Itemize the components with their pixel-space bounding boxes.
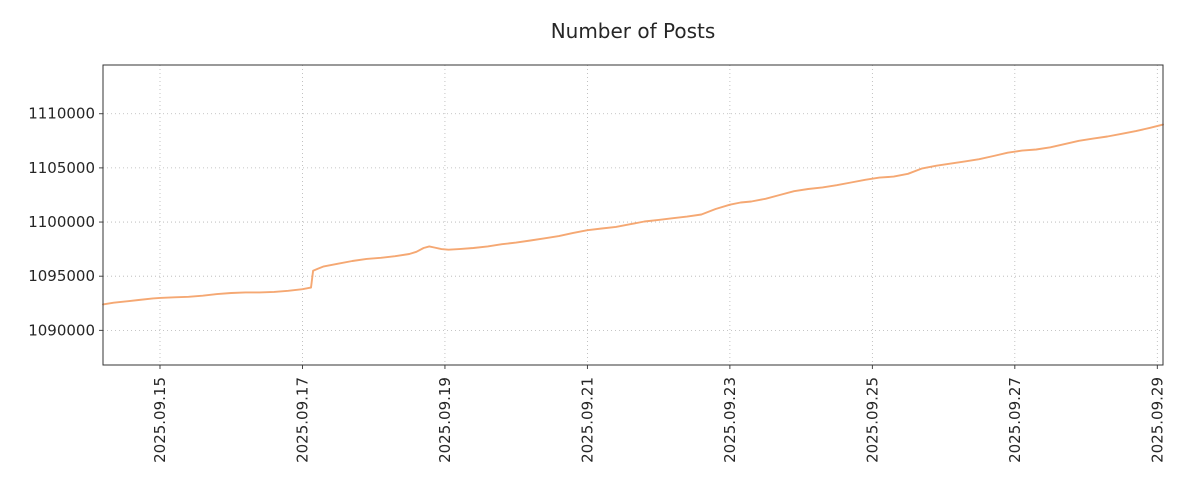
y-tick-label: 1110000 [28, 105, 95, 123]
axes-ticks-labels: 2025.09.15 2025.09.17 2025.09.19 2025.09.21… [28, 105, 1166, 463]
x-tick-label: 2025.09.19 [436, 377, 454, 463]
x-tick-label: 2025.09.27 [1006, 377, 1024, 463]
x-tick-label: 2025.09.21 [578, 377, 596, 463]
y-tick-label: 1100000 [28, 213, 95, 231]
x-tick-label: 2025.09.15 [151, 377, 169, 463]
grid-lines [103, 65, 1163, 365]
plot-border [102, 64, 1164, 366]
x-tick-label: 2025.09.17 [293, 377, 311, 463]
chart-title: Number of Posts [551, 19, 716, 43]
y-tick-label: 1105000 [28, 159, 95, 177]
x-tick-label: 2025.09.29 [1148, 377, 1166, 463]
x-tick-label: 2025.09.25 [863, 377, 881, 463]
y-tick-label: 1090000 [28, 321, 95, 339]
x-tick-label: 2025.09.23 [721, 377, 739, 463]
y-tick-label: 1095000 [28, 267, 95, 285]
posts-series-line [102, 123, 1164, 306]
